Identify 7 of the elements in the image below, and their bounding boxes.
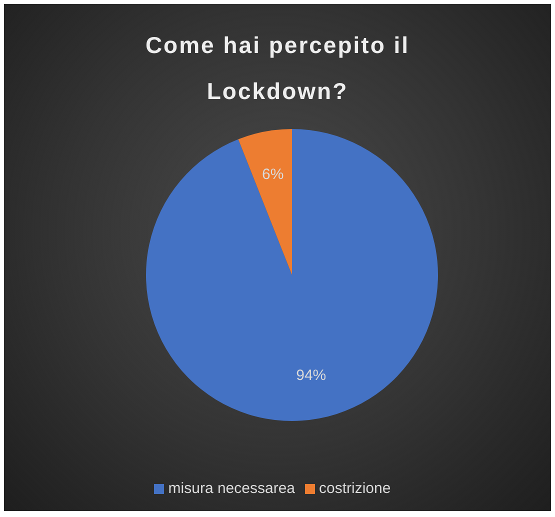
data-label: 94% — [296, 366, 326, 384]
legend-label: misura necessarea — [168, 480, 296, 497]
pie-slice — [146, 129, 438, 421]
data-label: 6% — [262, 166, 284, 184]
pie-slice — [238, 129, 292, 275]
chart-title: Come hai percepito il Lockdown? — [144, 31, 411, 106]
legend-label: costrizione — [319, 480, 391, 497]
